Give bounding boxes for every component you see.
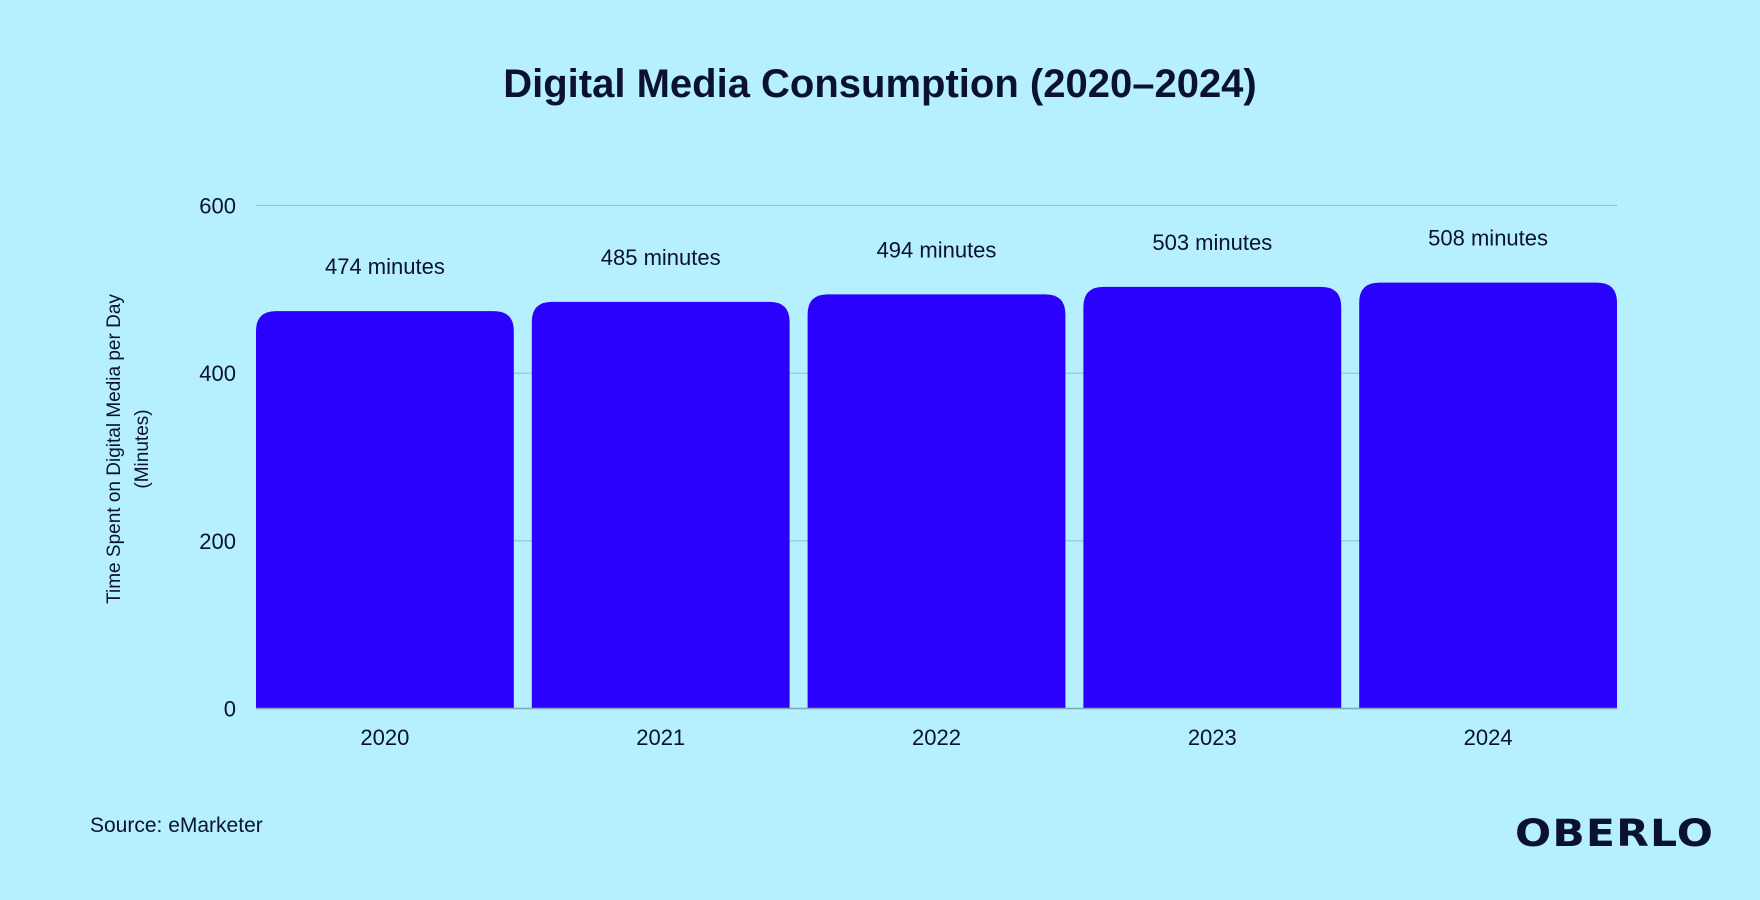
bar-2021 [531,301,790,709]
x-tick-label: 2024 [1464,725,1513,750]
bar-2024 [1359,282,1617,709]
x-tick-label: 2021 [636,725,685,750]
oberlo-logo: OBERLO [1515,812,1715,855]
source-note: Source: eMarketer [90,814,263,837]
bar-2022 [807,294,1066,709]
y-tick-label: 600 [199,194,236,219]
chart-title: Digital Media Consumption (2020–2024) [503,62,1257,106]
y-tick-label: 200 [199,529,236,554]
y-tick-label: 0 [224,697,236,722]
data-label: 508 minutes [1428,226,1548,251]
data-label: 474 minutes [325,254,445,279]
data-label: 494 minutes [877,237,997,262]
bar-2020 [256,311,514,709]
data-label: 485 minutes [601,245,721,270]
y-axis-title: Time Spent on Digital Media per Day [104,294,125,604]
bar-2023 [1083,286,1342,709]
y-axis-title: (Minutes) [132,409,153,488]
data-label: 503 minutes [1152,230,1272,255]
x-tick-label: 2020 [360,725,409,750]
x-tick-label: 2023 [1188,725,1237,750]
y-tick-label: 400 [199,361,236,386]
x-tick-label: 2022 [912,725,961,750]
